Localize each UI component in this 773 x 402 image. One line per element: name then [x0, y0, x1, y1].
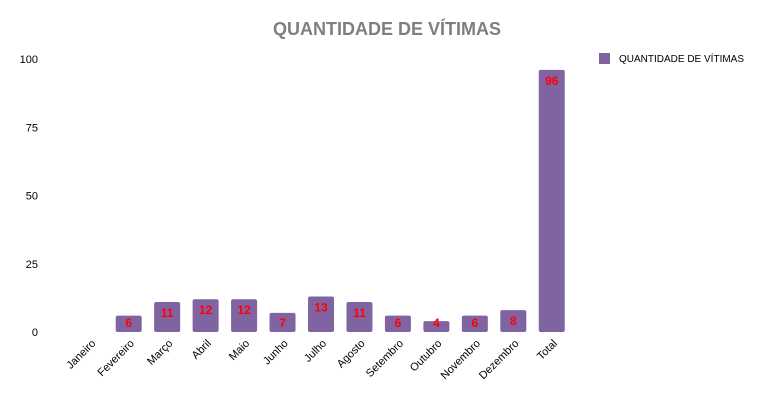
x-tick-label: Setembro — [364, 338, 406, 380]
x-tick-label: Julho — [302, 338, 329, 365]
data-label: 8 — [510, 314, 517, 328]
legend-swatch — [599, 53, 610, 64]
data-label: 11 — [161, 306, 174, 320]
x-tick-label: Agosto — [335, 338, 368, 371]
data-label: 13 — [314, 301, 328, 315]
data-label: 12 — [237, 303, 251, 317]
y-tick-label: 75 — [26, 122, 38, 134]
x-tick-label: Dezembro — [477, 338, 521, 382]
x-tick-label: Total — [535, 338, 560, 363]
data-label: 12 — [199, 303, 213, 317]
data-label: 4 — [433, 316, 440, 330]
x-tick-label: Fevereiro — [95, 338, 136, 379]
bars — [115, 69, 565, 333]
x-tick-label: Maio — [227, 338, 252, 363]
data-label: 6 — [125, 316, 132, 330]
bar — [461, 315, 488, 332]
chart-title: QUANTIDADE DE VÍTIMAS — [273, 18, 501, 39]
bar — [384, 315, 411, 332]
bar — [538, 69, 565, 333]
legend-label: QUANTIDADE DE VÍTIMAS — [619, 52, 744, 65]
bar — [308, 296, 334, 332]
x-tick-label: Janeiro — [64, 338, 98, 372]
x-tick-label: Abril — [190, 338, 214, 362]
data-label: 7 — [279, 316, 286, 330]
bar — [346, 301, 373, 332]
y-tick-label: 25 — [26, 259, 38, 271]
data-label: 11 — [353, 306, 366, 320]
y-tick-label: 100 — [20, 54, 38, 66]
data-labels: 6 11 12 12 7 13 11 6 4 6 8 96 — [125, 74, 558, 330]
bar — [192, 299, 219, 332]
bar — [269, 312, 296, 332]
x-tick-label: Outubro — [408, 338, 445, 375]
x-tick-label: Novembro — [439, 338, 483, 382]
bar — [231, 299, 258, 332]
y-tick-label: 0 — [32, 327, 38, 339]
bar — [154, 301, 181, 332]
data-label: 6 — [395, 316, 402, 330]
data-label: 6 — [472, 316, 479, 330]
y-axis: 0 25 50 75 100 — [20, 54, 38, 339]
legend: QUANTIDADE DE VÍTIMAS — [599, 52, 744, 65]
y-tick-label: 50 — [26, 191, 38, 203]
x-tick-label: Março — [145, 338, 175, 368]
data-label: 96 — [545, 74, 559, 88]
bar — [115, 315, 142, 332]
x-tick-label: Junho — [261, 338, 291, 368]
bar — [423, 321, 450, 332]
bar — [500, 310, 527, 332]
